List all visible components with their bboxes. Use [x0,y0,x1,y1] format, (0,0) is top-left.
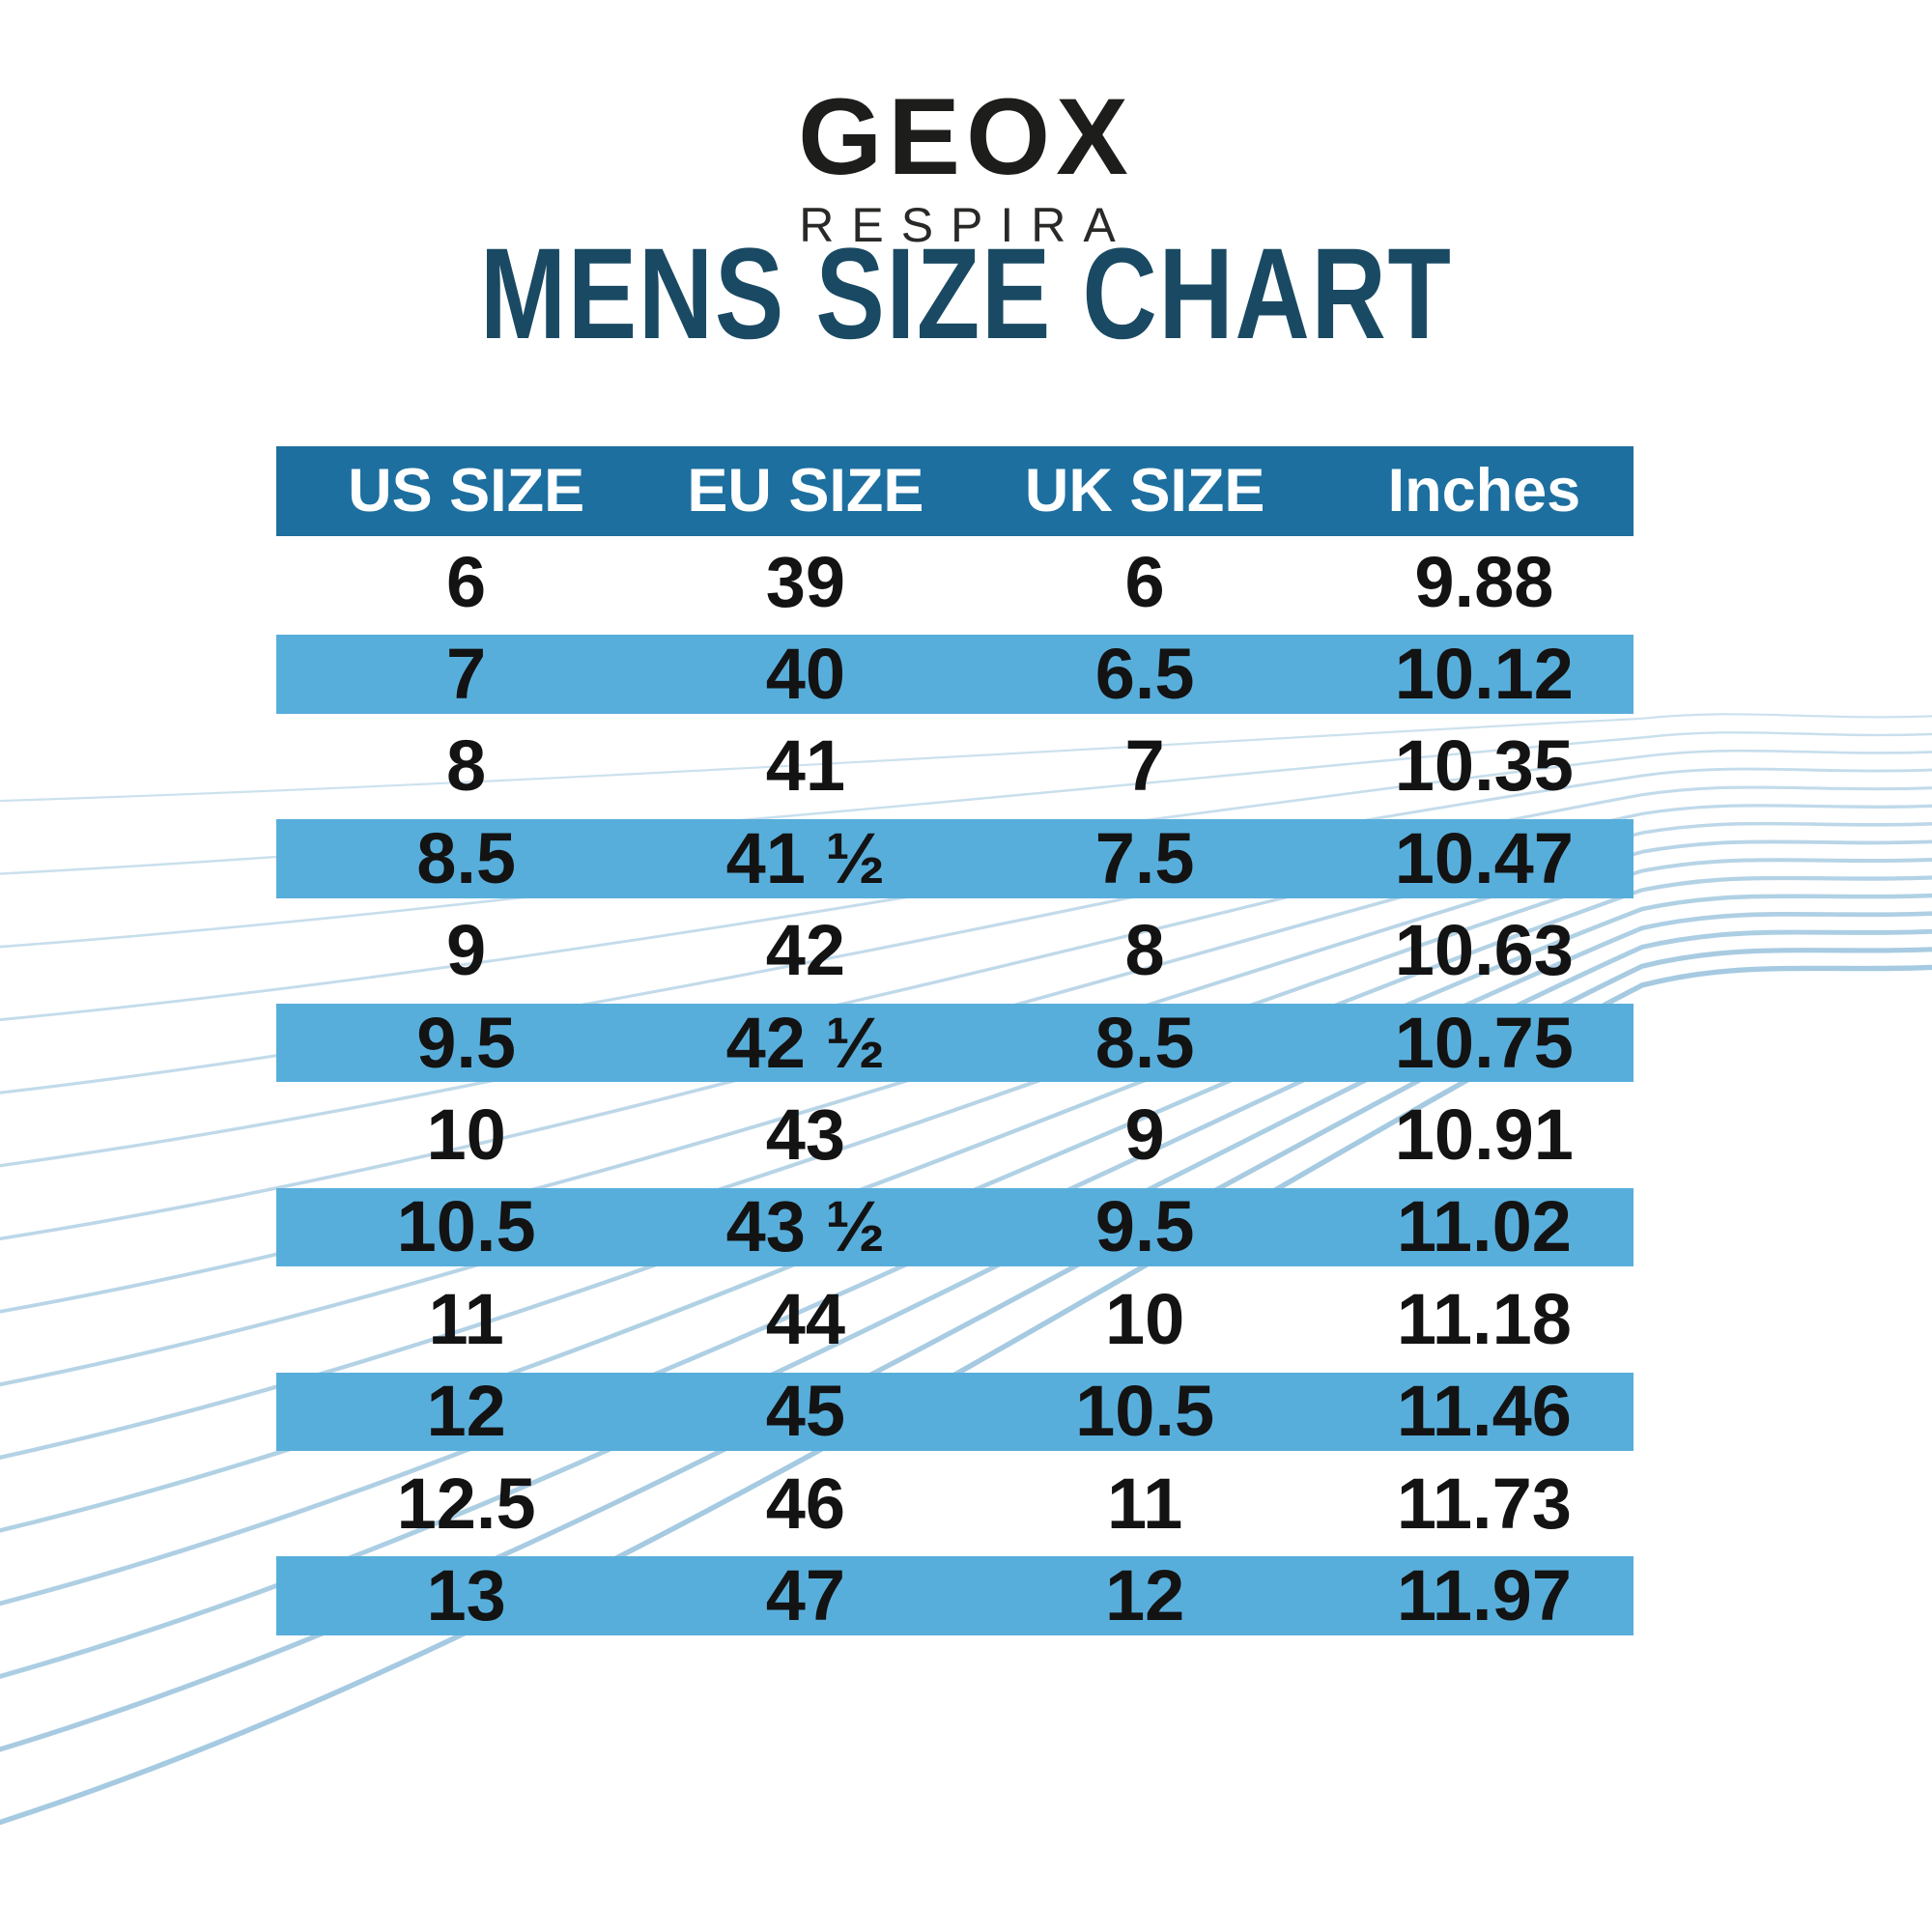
table-cell: 43 [765,1094,846,1176]
table-cell: 10.5 [396,1186,536,1267]
table-cell: 45 [765,1371,846,1452]
table-header-row: US SIZE EU SIZE UK SIZE Inches [276,446,1634,536]
table-cell: 46 [765,1463,846,1544]
table-cell: 10.12 [1394,634,1574,715]
column-header-us-size: US SIZE [348,457,585,525]
table-row: 8 41 7 10.35 [276,721,1634,812]
wave-line [0,911,1932,1606]
table-cell: 9.88 [1414,541,1554,622]
table-cell: 6 [1124,541,1165,622]
table-cell: 10.91 [1394,1094,1574,1176]
wave-line [0,749,1932,949]
page-title-text: MENS SIZE CHART [479,222,1453,366]
table-cell: 9.5 [416,1002,517,1083]
wave-line [0,928,1932,1679]
table-cell: 6 [446,541,487,622]
table-cell: 10.35 [1394,725,1574,807]
table-cell: 43 ½ [725,1186,886,1267]
table-cell: 44 [765,1278,846,1359]
table-cell: 40 [765,634,846,715]
table-row: 10 43 9 10.91 [276,1089,1634,1180]
table-cell: 12 [426,1371,506,1452]
table-cell: 10.75 [1394,1002,1574,1083]
table-cell: 10 [1104,1278,1185,1359]
table-row: 9.5 42 ½ 8.5 10.75 [276,996,1634,1090]
table-cell: 47 [765,1554,846,1635]
logo-text: GEOX [798,76,1134,197]
table-cell: 10 [426,1094,506,1176]
table-cell: 7 [1124,725,1165,807]
table-cell: 13 [426,1554,506,1635]
table-cell: 12.5 [396,1463,536,1544]
wave-line [0,713,1932,803]
table-cell: 41 ½ [725,817,886,898]
table-cell: 12 [1104,1554,1185,1635]
table-row: 11 44 10 11.18 [276,1273,1634,1365]
column-header-inches: Inches [1387,457,1581,525]
table-cell: 11.18 [1396,1278,1572,1359]
table-cell: 11.73 [1396,1463,1572,1544]
table-cell: 8 [1124,910,1165,991]
table-cell: 8 [446,725,487,807]
wave-line [0,821,1932,1241]
table-row: 12 45 10.5 11.46 [276,1365,1634,1458]
table-cell: 11.46 [1396,1371,1572,1452]
table-cell: 6.5 [1094,634,1195,715]
table-cell: 11.97 [1396,1554,1572,1635]
table-cell: 7 [446,634,487,715]
column-header-eu-size: EU SIZE [687,457,924,525]
table-row: 6 39 6 9.88 [276,536,1634,628]
table-row: 7 40 6.5 10.12 [276,628,1634,721]
table-row: 10.5 43 ½ 9.5 11.02 [276,1180,1634,1274]
table-row: 12.5 46 11 11.73 [276,1458,1634,1549]
table-cell: 11 [1107,1463,1183,1544]
table-cell: 10.63 [1394,910,1574,991]
table-cell: 41 [765,725,846,807]
table-cell: 11.02 [1396,1186,1572,1267]
table-cell: 42 ½ [725,1002,886,1083]
size-chart-table: US SIZE EU SIZE UK SIZE Inches 6 39 6 9.… [276,446,1634,1642]
table-cell: 9 [1124,1094,1165,1176]
table-cell: 9 [446,910,487,991]
table-cell: 10.47 [1394,817,1574,898]
table-row: 8.5 41 ½ 7.5 10.47 [276,812,1634,905]
table-row: 9 42 8 10.63 [276,905,1634,997]
column-header-uk-size: UK SIZE [1024,457,1265,525]
page-title: MENS SIZE CHART [0,230,1932,359]
table-cell: 42 [765,910,846,991]
table-cell: 7.5 [1094,817,1195,898]
brand-logo: GEOX RESPIRA [0,76,1932,252]
table-cell: 11 [428,1278,504,1359]
table-cell: 10.5 [1075,1371,1215,1452]
table-cell: 8.5 [416,817,517,898]
table-cell: 39 [765,541,846,622]
table-row: 13 47 12 11.97 [276,1549,1634,1642]
logo-subtext: RESPIRA [799,198,1133,252]
table-cell: 9.5 [1094,1186,1195,1267]
table-cell: 8.5 [1094,1002,1195,1083]
